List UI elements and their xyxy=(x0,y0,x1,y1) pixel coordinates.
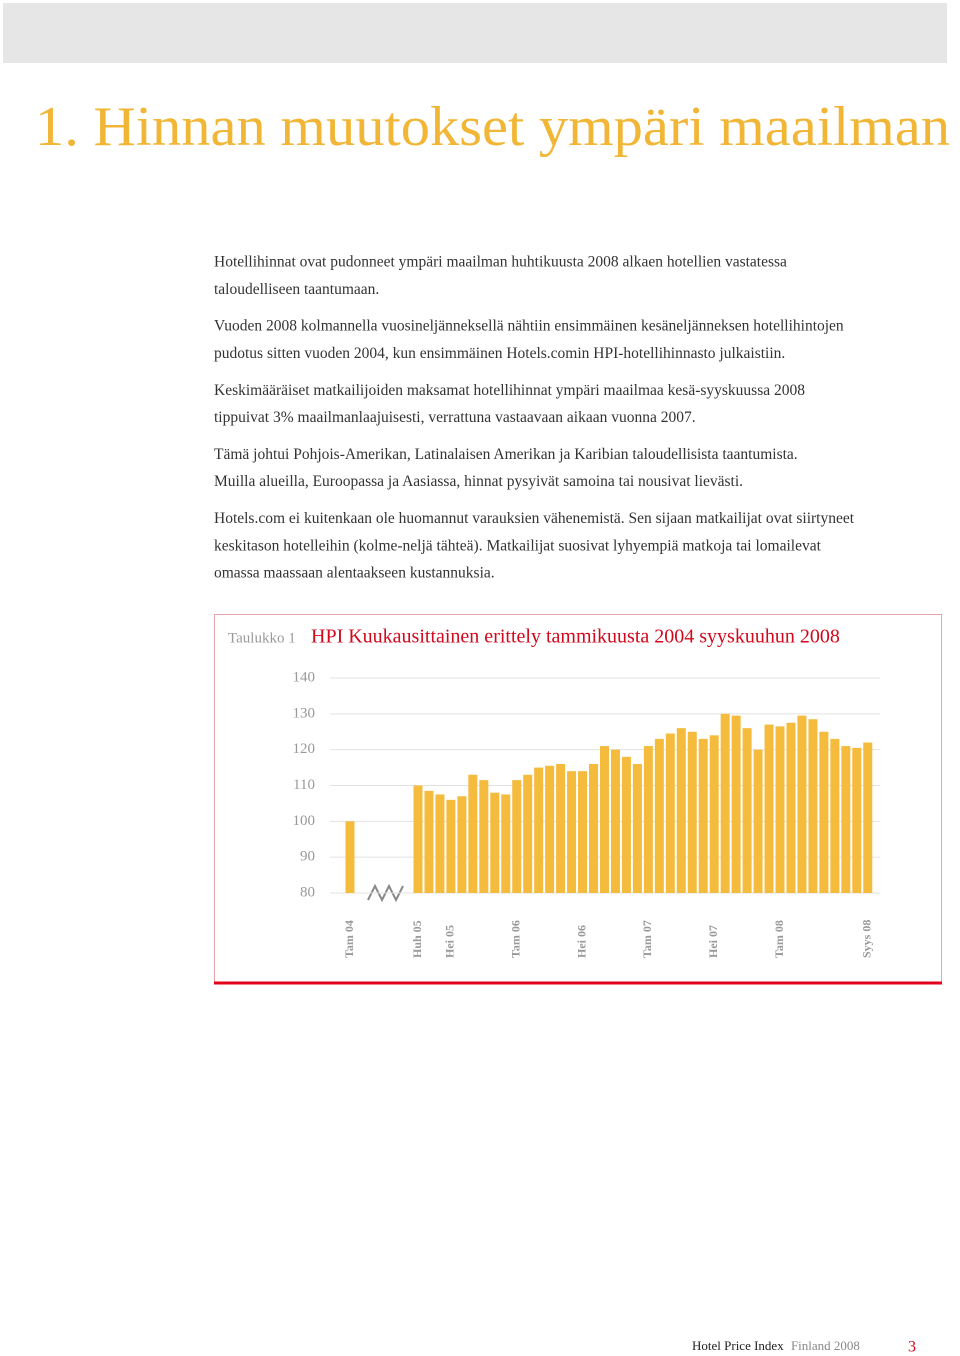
bar xyxy=(523,774,533,893)
y-tick-label: 130 xyxy=(293,705,316,721)
body-line: taloudelliseen taantumaan. xyxy=(214,281,379,298)
x-tick-label: Tam 08 xyxy=(772,920,786,958)
bar xyxy=(534,767,544,893)
bar xyxy=(424,790,434,893)
x-tick-label: Hei 07 xyxy=(706,925,720,958)
bar xyxy=(742,728,752,893)
bar xyxy=(490,792,500,893)
x-tick-label: Tam 07 xyxy=(640,920,654,958)
y-tick-label: 140 xyxy=(293,669,316,685)
bar xyxy=(720,713,730,893)
body-line: Vuoden 2008 kolmannella vuosineljännekse… xyxy=(214,318,844,335)
bar xyxy=(808,719,818,893)
body-line: Tämä johtui Pohjois-Amerikan, Latinalais… xyxy=(214,446,798,463)
bar xyxy=(589,764,599,893)
y-tick-label: 100 xyxy=(293,813,316,829)
bar xyxy=(435,794,445,893)
bar xyxy=(632,764,642,893)
y-tick-label: 110 xyxy=(293,777,315,793)
x-tick-label: Hei 05 xyxy=(443,925,457,958)
bar xyxy=(578,771,588,893)
top-band xyxy=(3,3,947,63)
bar xyxy=(863,742,873,893)
bar xyxy=(786,722,796,893)
y-tick-label: 90 xyxy=(300,849,315,865)
bar xyxy=(731,715,741,893)
bar xyxy=(709,735,719,893)
bar xyxy=(852,747,862,893)
bar xyxy=(698,738,708,893)
x-tick-label: Tam 06 xyxy=(508,920,522,958)
footer-edition: Finland 2008 xyxy=(791,1338,860,1353)
footer: Hotel Price Index Finland 2008 xyxy=(692,1338,860,1353)
bar xyxy=(687,731,697,893)
bar xyxy=(665,733,675,893)
bar xyxy=(841,746,851,893)
bar xyxy=(753,749,763,893)
bar xyxy=(468,774,478,893)
bar xyxy=(457,796,467,893)
x-tick-label: Huh 05 xyxy=(410,920,424,958)
page-number: 3 xyxy=(908,1339,916,1356)
bar xyxy=(621,756,631,893)
y-tick-label: 80 xyxy=(300,884,315,900)
body-line: Hotellihinnat ovat pudonneet ympäri maai… xyxy=(214,254,787,271)
bar xyxy=(556,764,566,893)
bar xyxy=(654,738,664,893)
body-line: Muilla alueilla, Euroopassa ja Aasiassa,… xyxy=(214,473,743,490)
bar xyxy=(512,780,522,893)
bar xyxy=(501,794,511,893)
body-line: Hotels.com ei kuitenkaan ole huomannut v… xyxy=(214,510,855,527)
bar xyxy=(676,728,686,893)
bar xyxy=(764,724,774,893)
body-line: omassa maassaan alentaakseen kustannuksi… xyxy=(214,565,495,582)
bar xyxy=(819,731,829,893)
x-tick-label: Tam 04 xyxy=(342,920,356,958)
bar xyxy=(610,749,620,893)
bar xyxy=(599,746,609,893)
body-line: Keskimääräiset matkailijoiden maksamat h… xyxy=(214,382,805,399)
chart-title: HPI Kuukausittainen erittely tammikuusta… xyxy=(311,626,840,648)
y-tick-label: 120 xyxy=(293,741,316,757)
bar xyxy=(797,715,807,893)
bar xyxy=(479,780,489,893)
body-line: pudotus sitten vuoden 2004, kun ensimmäi… xyxy=(214,345,785,362)
chart-label: Taulukko 1 xyxy=(228,630,296,646)
bar xyxy=(830,738,840,893)
footer-brand: Hotel Price Index xyxy=(692,1338,784,1353)
page-title: 1. Hinnan muutokset ympäri maailman xyxy=(35,96,950,158)
x-tick-label: Hei 06 xyxy=(574,925,588,958)
bar xyxy=(446,799,456,893)
body-line: tippuivat 3% maailmanlaajuisesti, verrat… xyxy=(214,409,696,426)
bar xyxy=(567,771,577,893)
x-tick-label: Syys 08 xyxy=(860,920,874,958)
bar xyxy=(345,821,355,893)
body-line: keskitason hotelleihin (kolme-neljä täht… xyxy=(214,537,822,554)
bar xyxy=(545,765,555,893)
bar xyxy=(643,746,653,893)
bar xyxy=(775,726,785,893)
bar xyxy=(413,785,423,893)
